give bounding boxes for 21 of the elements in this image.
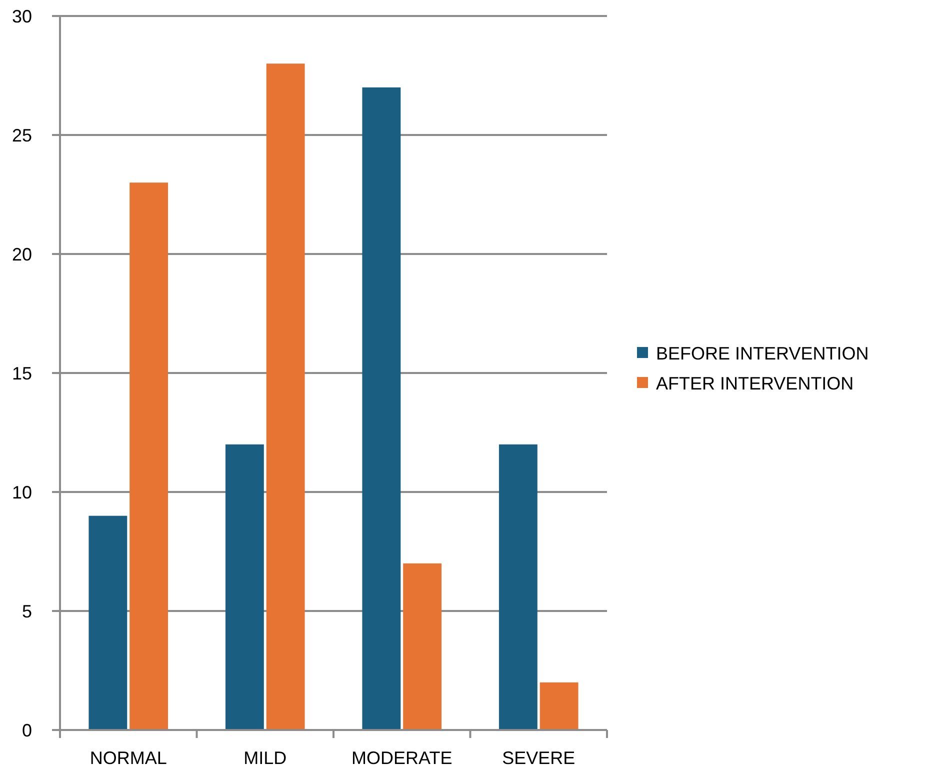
legend-label: AFTER INTERVENTION [656, 373, 854, 394]
x-tick-label: NORMAL [90, 748, 167, 768]
bar [540, 682, 578, 730]
y-tick-label: 25 [12, 125, 32, 146]
y-tick-label: 30 [12, 6, 32, 26]
y-tick-label: 0 [22, 720, 32, 740]
bar [88, 516, 128, 730]
y-tick-label: 15 [12, 363, 32, 384]
y-tick-label: 10 [12, 482, 32, 502]
y-tick-label: 5 [22, 601, 32, 622]
x-tick-label: MODERATE [352, 748, 452, 768]
bar [403, 563, 442, 730]
bar [266, 64, 305, 730]
bar [130, 182, 168, 730]
x-tick-label: SEVERE [502, 748, 576, 768]
y-tick-label: 20 [12, 244, 32, 264]
bar [225, 444, 264, 730]
x-tick-label: MILD [244, 748, 287, 768]
bar [362, 87, 401, 730]
legend-label: BEFORE INTERVENTION [656, 343, 869, 364]
bar [498, 444, 538, 730]
